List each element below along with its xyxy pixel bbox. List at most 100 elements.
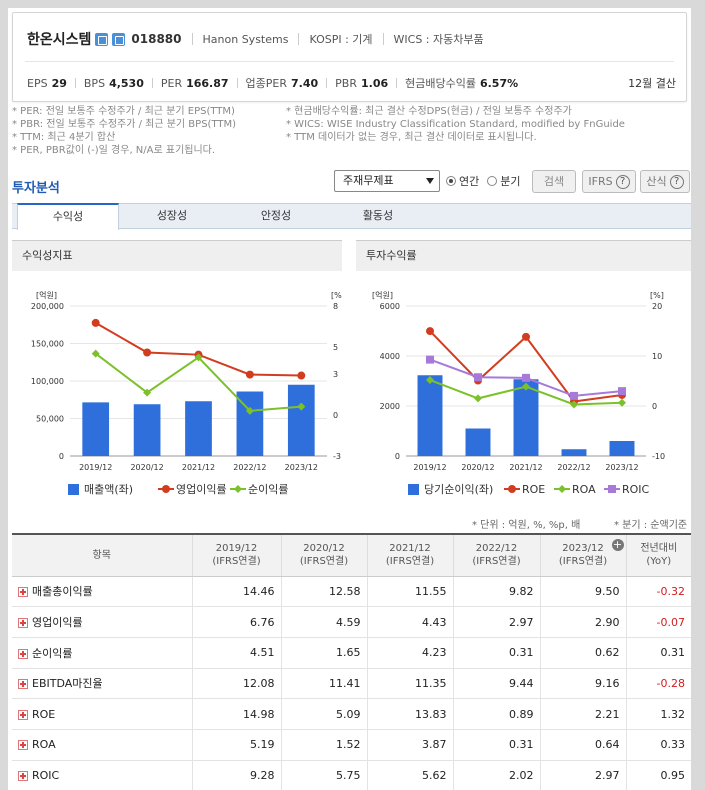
right-tick-label: 5 bbox=[333, 343, 338, 352]
tab-growth[interactable]: 성장성 bbox=[156, 209, 188, 222]
right-tick-label: 0 bbox=[652, 402, 657, 411]
value-cell: 2.90 bbox=[539, 606, 626, 638]
expand-plus-icon[interactable] bbox=[18, 740, 28, 751]
row-label-cell[interactable]: EBITDA마진율 bbox=[12, 668, 192, 700]
right-axis-unit: [%] bbox=[650, 291, 664, 300]
point-ROIC bbox=[618, 387, 626, 396]
home-icon[interactable] bbox=[95, 32, 109, 46]
point-ROE bbox=[522, 332, 530, 341]
value-cell: 5.62 bbox=[366, 760, 453, 790]
divider bbox=[74, 78, 76, 88]
metric-value-bps: 4,530 bbox=[109, 76, 144, 90]
left-tick-label: 2000 bbox=[380, 402, 400, 411]
value-cell: 5.09 bbox=[280, 698, 367, 730]
x-tick-label: 2023/12 bbox=[285, 463, 318, 472]
radio-annual[interactable] bbox=[446, 176, 456, 186]
point-영업이익률 bbox=[91, 318, 100, 327]
x-tick-label: 2020/12 bbox=[461, 463, 494, 472]
expand-plus-icon[interactable] bbox=[18, 587, 28, 598]
metric-label-pbr: PBR bbox=[335, 76, 357, 90]
row-label-cell[interactable]: ROIC bbox=[12, 760, 192, 790]
divider bbox=[298, 33, 300, 45]
radio-annual-label[interactable]: 연간 bbox=[459, 175, 480, 188]
yoy-cell: 0.33 bbox=[625, 729, 691, 761]
panel-title: 수익성지표 bbox=[12, 241, 342, 271]
note-line: * 현금배당수익률: 최근 결산 수정DPS(현금) / 전일 보통주 수정주가 bbox=[286, 106, 572, 117]
value-cell: 13.83 bbox=[366, 698, 453, 730]
row-label-cell[interactable]: 영업이익률 bbox=[12, 606, 192, 638]
expand-plus-icon[interactable] bbox=[18, 770, 28, 781]
right-tick-label: 8 bbox=[333, 302, 338, 311]
divider bbox=[236, 78, 238, 88]
ifrs-help-button[interactable]: IFRS? bbox=[582, 170, 636, 193]
row-label-cell[interactable]: 순이익률 bbox=[12, 637, 192, 669]
expand-plus-icon[interactable] bbox=[18, 709, 28, 720]
right-axis-unit: [%] bbox=[331, 291, 342, 300]
market-sector: KOSPI : 기계 bbox=[309, 33, 373, 46]
row-label: 영업이익률 bbox=[32, 616, 83, 630]
value-cell: 11.55 bbox=[366, 576, 453, 608]
value-cell: 4.51 bbox=[191, 637, 281, 669]
yoy-cell: -0.32 bbox=[625, 576, 691, 608]
value-cell: 0.31 bbox=[452, 637, 540, 669]
left-tick-label: 4000 bbox=[380, 352, 400, 361]
bar-2023/12 bbox=[287, 384, 315, 456]
value-cell: 12.58 bbox=[280, 576, 367, 608]
point-순이익률 bbox=[297, 402, 306, 411]
bar-2019/12 bbox=[417, 375, 443, 456]
left-tick-label: 200,000 bbox=[31, 302, 64, 311]
select-value: 주재무제표 bbox=[343, 174, 394, 187]
point-ROA bbox=[570, 400, 578, 409]
value-cell: 1.65 bbox=[280, 637, 367, 669]
ir-icon[interactable] bbox=[112, 32, 126, 46]
bar-2021/12 bbox=[513, 379, 539, 456]
tab-stability[interactable]: 안정성 bbox=[260, 209, 292, 222]
tab-activity[interactable]: 활동성 bbox=[362, 209, 394, 222]
row-label-cell[interactable]: ROA bbox=[12, 729, 192, 761]
value-cell: 11.35 bbox=[366, 668, 453, 700]
add-column-icon[interactable]: + bbox=[611, 538, 624, 551]
analysis-tabs: 수익성 성장성 안정성 활동성 bbox=[12, 203, 691, 230]
point-ROIC bbox=[426, 355, 434, 364]
expand-plus-icon[interactable] bbox=[18, 648, 28, 659]
row-label-cell[interactable]: 매출총이익률 bbox=[12, 576, 192, 608]
note-line: * PER: 전일 보통주 수정주가 / 최근 분기 EPS(TTM) bbox=[12, 106, 235, 117]
expand-plus-icon[interactable] bbox=[18, 618, 28, 629]
period-radio-group: 연간 분기 bbox=[446, 170, 521, 192]
left-tick-label: 100,000 bbox=[31, 377, 64, 386]
yoy-cell: 0.95 bbox=[625, 760, 691, 790]
point-ROIC bbox=[474, 373, 482, 382]
bar-2020/12 bbox=[133, 404, 161, 456]
value-cell: 9.50 bbox=[539, 576, 626, 608]
x-tick-label: 2020/12 bbox=[130, 463, 163, 472]
return-chart-panel: 투자수익률 [억원] [%] 0 2000 4000 6000 -10 0 10 20 2019/1… bbox=[356, 240, 691, 508]
chevron-down-icon bbox=[426, 178, 434, 184]
row-label-cell[interactable]: ROE bbox=[12, 698, 192, 730]
right-tick-label: 10 bbox=[652, 352, 662, 361]
value-cell: 4.43 bbox=[366, 606, 453, 638]
english-name: Hanon Systems bbox=[202, 32, 289, 46]
value-cell: 6.76 bbox=[191, 606, 281, 638]
expand-plus-icon[interactable] bbox=[18, 679, 28, 690]
point-순이익률 bbox=[245, 406, 254, 415]
value-cell: 14.98 bbox=[191, 698, 281, 730]
bar-2021/12 bbox=[185, 401, 212, 456]
bar-2020/12 bbox=[465, 428, 491, 456]
tab-profitability[interactable]: 수익성 bbox=[17, 203, 119, 230]
radio-quarter-label[interactable]: 분기 bbox=[500, 175, 521, 188]
formula-help-button[interactable]: 산식? bbox=[640, 170, 690, 193]
metric-value-dividend-yield: 6.57% bbox=[479, 76, 519, 90]
value-cell: 2.02 bbox=[452, 760, 540, 790]
statement-type-select[interactable]: 주재무제표 bbox=[334, 170, 440, 192]
radio-quarter[interactable] bbox=[487, 176, 498, 186]
point-ROIC bbox=[522, 373, 530, 382]
left-tick-label: 0 bbox=[59, 452, 64, 461]
search-button[interactable]: 검색 bbox=[532, 170, 576, 193]
value-cell: 14.46 bbox=[191, 576, 281, 608]
metric-label-dividend-yield: 현금배당수익률 bbox=[405, 77, 476, 90]
row-label: ROA bbox=[32, 738, 56, 752]
company-name: 한온시스템 bbox=[27, 32, 92, 48]
header-period: 2021/12 (IFRS연결) bbox=[366, 533, 453, 577]
right-tick-label: 0 bbox=[333, 411, 338, 420]
x-tick-label: 2023/12 bbox=[605, 463, 638, 472]
